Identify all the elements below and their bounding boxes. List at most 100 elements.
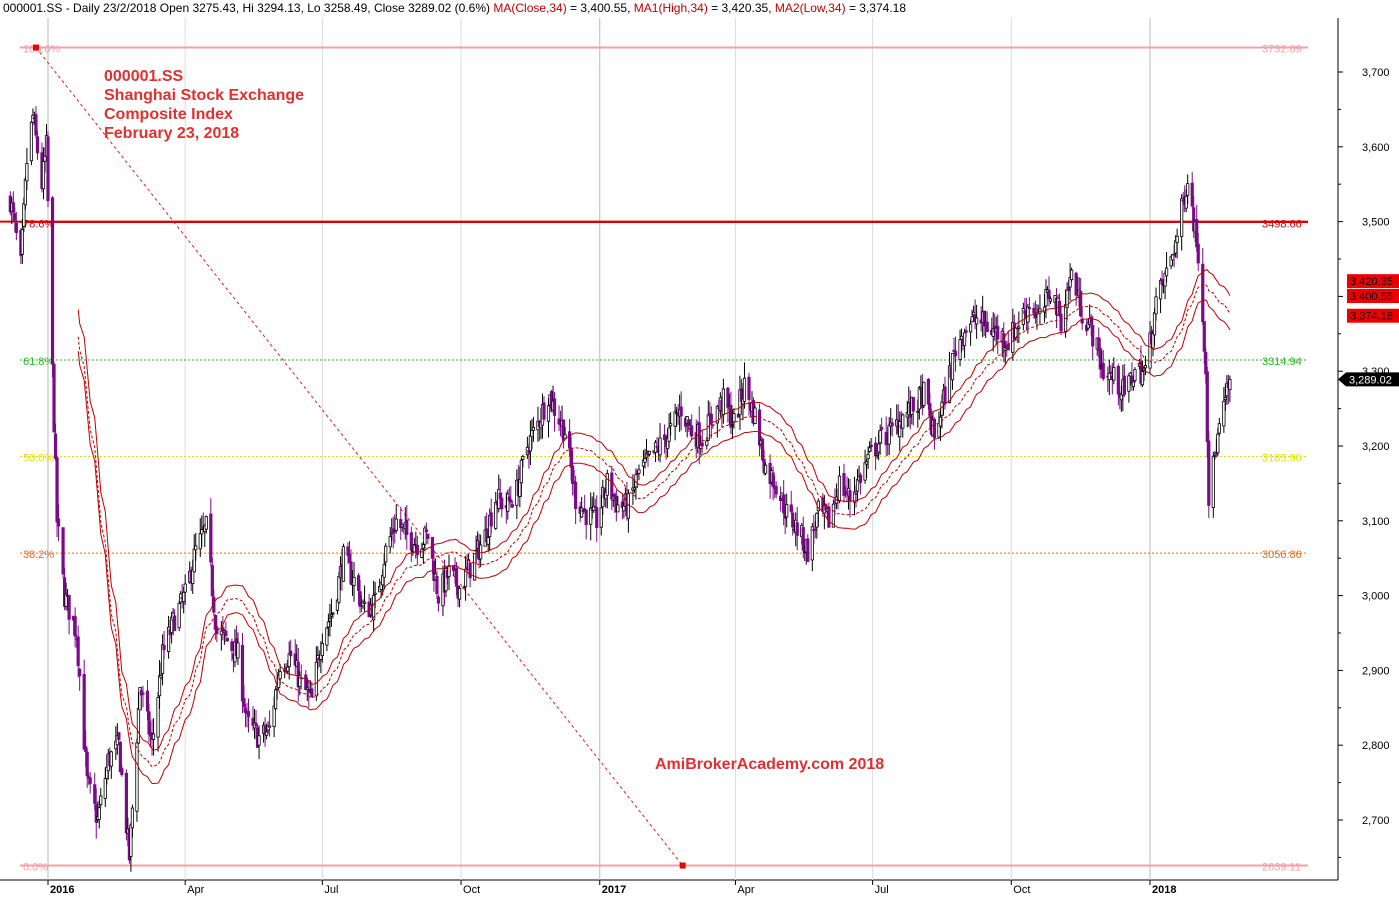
candle-body [1047,289,1051,300]
y-tick-label: 3,100 [1362,516,1390,528]
candle-body [679,406,683,417]
x-tick-label: 2016 [50,884,74,896]
candle-body [858,474,863,483]
candle-body [56,518,61,527]
candle-body [99,795,103,805]
candle-body [310,688,314,698]
candle-body [1164,267,1169,277]
candle-body [869,444,873,447]
candle-body [242,697,246,708]
candle-body [568,431,572,449]
fib-level-value: 3056.86 [1262,549,1302,561]
candle-body [774,485,778,495]
candle-body [1091,324,1095,347]
fib-level-percent: 0.0% [23,862,48,874]
candle-body [599,507,603,528]
candle-body [20,229,24,255]
candle-body [1196,243,1200,264]
candle-body [349,561,353,585]
fib-level-percent: 61.8% [23,356,54,368]
candle-body [486,537,490,545]
candle-body [463,568,468,588]
candle-body [109,751,113,767]
candle-body [1057,300,1062,316]
watermark: AmiBrokerAcademy.com 2018 [655,756,885,773]
candle-body [286,666,290,672]
candle-body [831,503,836,528]
header-ma-low-label: MA2(Low,34) [774,1,846,15]
candle-body [595,507,599,529]
candle-body [757,409,762,446]
candle-body [331,612,335,615]
candle-body [1205,371,1209,443]
candle-body [1152,312,1157,336]
candle-body [97,807,101,820]
candle-body [530,429,534,438]
candle-body [842,473,846,496]
candle-body [347,553,352,563]
candle-body [667,427,671,442]
candle-body [901,414,905,429]
candle-body [1109,371,1113,374]
candle-body [969,323,973,333]
candle-body [726,387,730,408]
candle-body [1217,423,1221,434]
candle-body [574,481,578,509]
ma-high-line [77,269,1231,751]
candle-body [326,621,330,628]
candle-body [409,532,413,551]
candle-body [771,472,775,488]
candle-body [23,178,27,206]
candle-body [124,772,128,834]
candle-body [943,386,947,405]
candle-body [358,591,362,607]
candle-body [399,519,403,529]
y-tick-label: 2,900 [1362,665,1390,677]
candle-body [855,479,860,492]
candle-body [711,424,715,427]
candle-body [305,687,309,690]
candle-body [200,529,204,535]
candle-body [173,615,177,632]
candle-body [953,350,958,357]
candle-body [194,545,198,551]
candle-body [848,490,852,502]
fib-level-percent: 38.2% [23,549,54,561]
candle-body [82,673,86,750]
candle-body [1128,372,1133,377]
candle-body [356,575,361,591]
candle-body [827,506,831,528]
candle-body [837,475,842,501]
candle-body [528,435,533,452]
candle-body [1204,351,1208,375]
candle-body [13,213,17,221]
candle-body [581,509,585,512]
candle-body [1202,321,1206,352]
header-ma-high-value: = 3,420.35, [707,1,772,15]
candle-body [352,576,356,586]
candle-body [975,317,979,325]
candle-body [964,330,968,333]
candle-body [436,596,441,604]
candle-body [510,504,514,508]
candle-body [29,121,34,162]
candle-body [204,516,208,530]
candle-body [1048,298,1053,302]
candle-body [329,614,334,617]
candle-body [1211,455,1215,509]
candle-body [85,751,89,777]
candle-body [14,222,18,233]
ma-value-flag [1347,274,1399,289]
candle-body [1101,362,1105,380]
candle-body [11,202,15,213]
x-tick-label: Jul [875,884,889,896]
candle-body [552,398,557,416]
candle-body [880,427,884,430]
candle-body [747,376,751,400]
y-tick-label: 3,700 [1362,67,1390,79]
annotation-exchange: Shanghai Stock Exchange [104,87,305,104]
x-tick-label: Oct [463,884,480,896]
candle-body [806,538,810,562]
candle-body [103,778,107,799]
candle-body [763,464,768,474]
